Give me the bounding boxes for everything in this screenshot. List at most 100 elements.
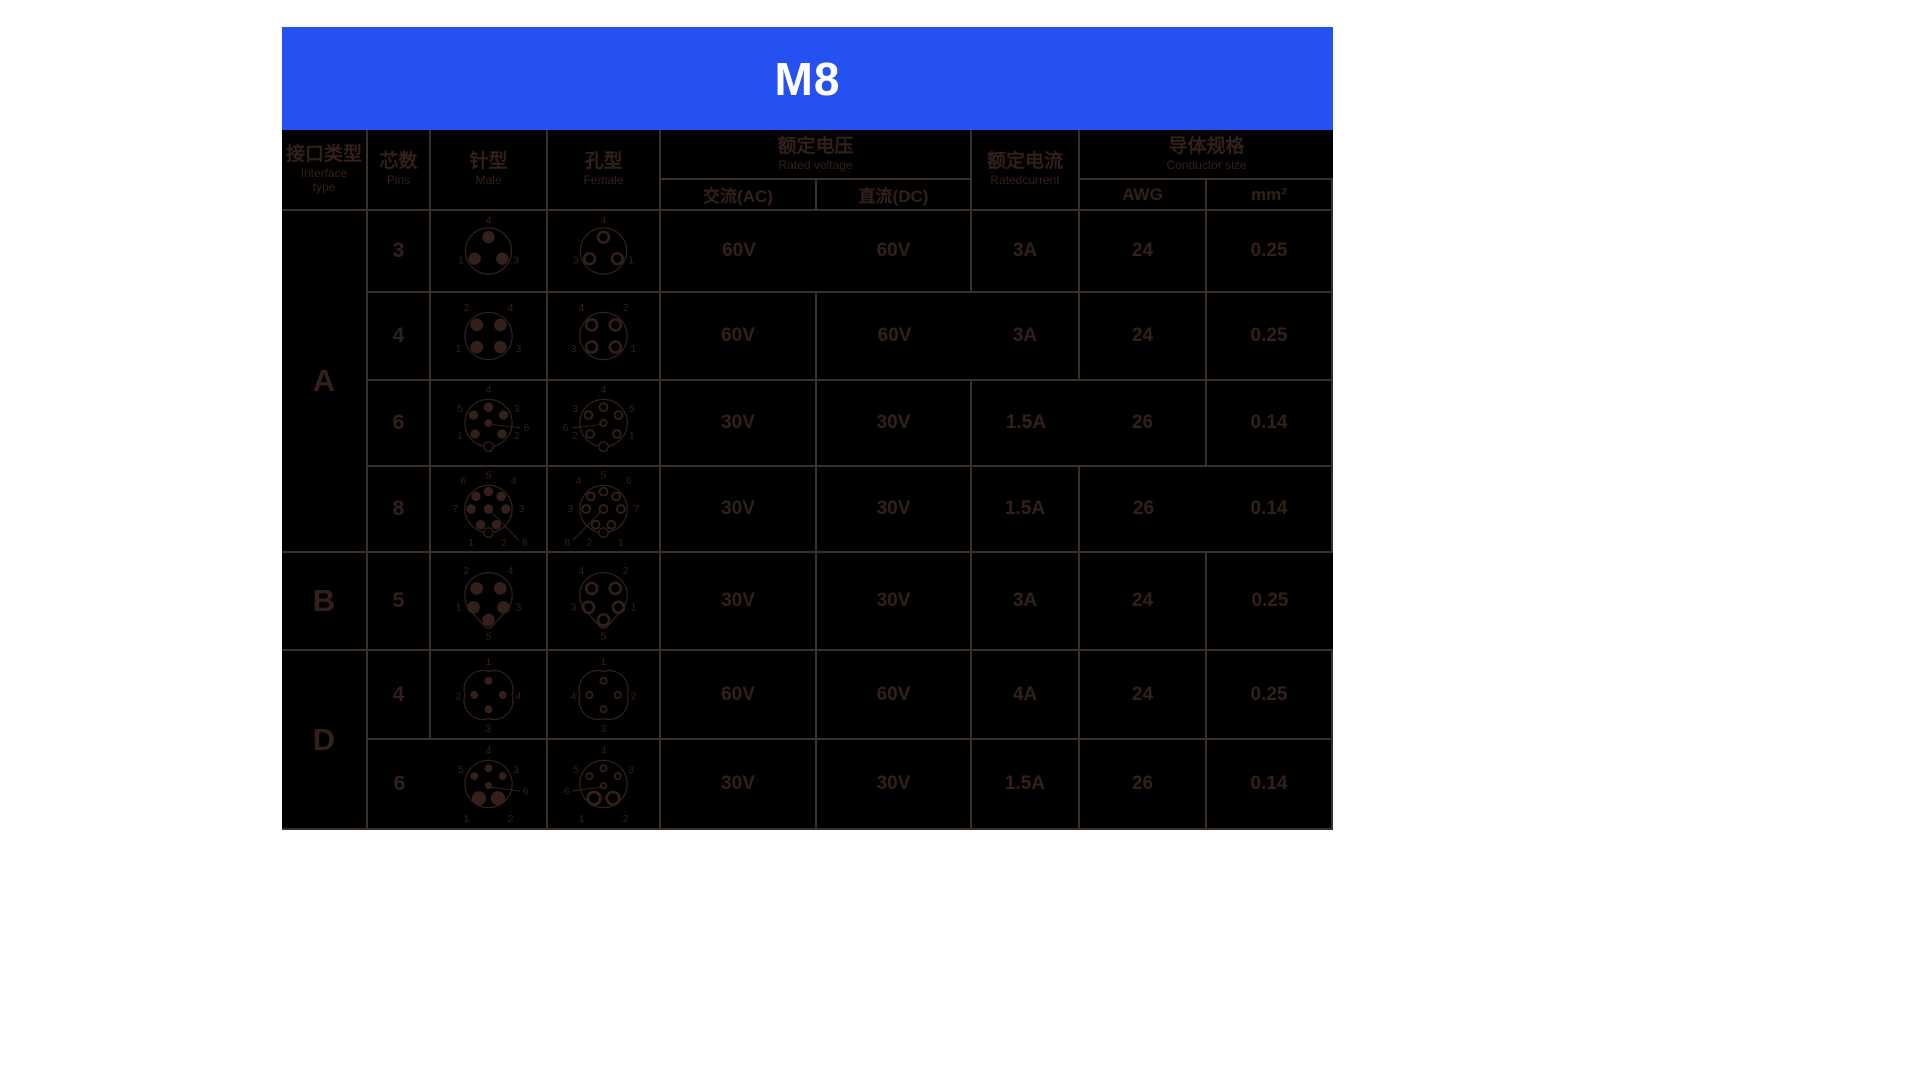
svg-text:1: 1	[458, 255, 464, 266]
svg-text:5: 5	[629, 404, 635, 415]
page-title: M8	[774, 52, 841, 105]
svg-text:6: 6	[563, 423, 569, 434]
header-interface-type-en2: type	[312, 180, 336, 195]
ac-voltage-value: 60V	[661, 651, 817, 740]
rated-current-value: 3A	[972, 293, 1080, 381]
svg-text:2: 2	[623, 566, 629, 577]
svg-text:3: 3	[571, 602, 577, 613]
svg-text:4: 4	[516, 691, 522, 702]
svg-text:4: 4	[486, 215, 492, 226]
svg-text:4: 4	[601, 215, 607, 226]
female-pin-diagram: 1 4 2 3	[548, 651, 661, 740]
header-rated-voltage-en: Rated voltage	[778, 157, 853, 172]
svg-text:1: 1	[486, 657, 492, 668]
header-dc: 直流(DC)	[817, 180, 972, 211]
male-pin-diagram: 2 4 1 3 5	[431, 553, 548, 651]
svg-text:4: 4	[511, 476, 517, 487]
svg-text:1: 1	[456, 602, 462, 613]
male-pin-diagram: 2 4 1 3	[431, 293, 548, 381]
svg-text:5: 5	[458, 765, 464, 776]
ac-voltage-value: 30V	[661, 381, 817, 467]
svg-text:3: 3	[514, 404, 520, 415]
header-male-en: Male	[475, 173, 502, 188]
male-pin-diagram: 1 2 4 3	[431, 651, 548, 740]
dc-voltage-value: 60V	[817, 293, 972, 381]
svg-text:3: 3	[628, 765, 634, 776]
svg-text:2: 2	[464, 566, 470, 577]
header-male-zh: 针型	[469, 151, 508, 173]
header-awg: AWG	[1080, 180, 1207, 211]
svg-text:2: 2	[586, 538, 592, 549]
mm2-value: 0.14	[1207, 740, 1333, 830]
male-pin-diagram: 5 6 4 7 3 1 2 8	[431, 467, 548, 553]
header-pins-zh: 芯数	[379, 151, 418, 173]
svg-text:1: 1	[628, 255, 634, 266]
svg-text:2: 2	[514, 431, 520, 442]
ac-voltage-value: 30V	[661, 467, 817, 553]
mm2-value: 0.25	[1207, 293, 1333, 381]
header-female-zh: 孔型	[584, 151, 623, 173]
header-ac: 交流(AC)	[661, 180, 817, 211]
svg-text:7: 7	[634, 504, 640, 515]
header-rated-current-zh: 额定电流	[986, 151, 1063, 173]
rated-current-value: 1.5A	[972, 381, 1080, 467]
svg-text:1: 1	[631, 344, 637, 355]
awg-value: 26	[1080, 467, 1207, 553]
mm2-value: 0.25	[1207, 553, 1333, 651]
pin-count: 3	[368, 211, 431, 293]
svg-text:1: 1	[468, 538, 474, 549]
header-rated-current: 额定电流 Ratedcurrent	[972, 130, 1080, 211]
pin-count: 8	[368, 467, 431, 553]
rated-current-value: 1.5A	[972, 467, 1080, 553]
svg-text:4: 4	[579, 566, 585, 577]
mm2-value: 0.14	[1207, 381, 1333, 467]
dc-voltage-value: 60V	[817, 651, 972, 740]
svg-text:5: 5	[573, 765, 579, 776]
svg-text:3: 3	[519, 504, 525, 515]
mm2-value: 0.25	[1207, 211, 1333, 293]
header-female: 孔型 Female	[548, 130, 661, 211]
interface-type-a: A	[282, 211, 368, 553]
svg-text:2: 2	[623, 303, 629, 314]
header-female-en: Female	[583, 173, 624, 188]
svg-text:6: 6	[626, 476, 632, 487]
svg-text:2: 2	[631, 691, 637, 702]
mm2-value: 0.25	[1207, 651, 1333, 740]
female-pin-diagram: 4 3 5 2 1 6	[548, 381, 661, 467]
svg-text:3: 3	[573, 255, 579, 266]
svg-text:7: 7	[453, 504, 459, 515]
svg-text:4: 4	[508, 303, 514, 314]
svg-text:8: 8	[564, 538, 570, 549]
dc-voltage-value: 30V	[817, 381, 972, 467]
svg-text:3: 3	[513, 765, 519, 776]
svg-text:3: 3	[568, 504, 574, 515]
svg-text:5: 5	[457, 404, 463, 415]
mm2-value: 0.14	[1207, 467, 1333, 553]
svg-text:6: 6	[460, 476, 466, 487]
interface-type-d: D	[282, 651, 368, 830]
header-rated-voltage: 额定电压 Rated voltage	[661, 130, 972, 180]
header-conductor-size-en: Conductor size	[1166, 157, 1247, 172]
dc-voltage-value: 30V	[817, 467, 972, 553]
awg-value: 24	[1080, 651, 1207, 740]
pin-count: 6	[368, 740, 431, 830]
svg-text:4: 4	[508, 566, 514, 577]
svg-text:1: 1	[601, 657, 607, 668]
header-mm2: mm²	[1207, 180, 1333, 211]
svg-text:6: 6	[523, 786, 529, 797]
svg-text:3: 3	[513, 255, 519, 266]
header-interface-type-zh: 接口类型	[285, 144, 362, 166]
female-pin-diagram: 4 2 3 1 5	[548, 553, 661, 651]
svg-text:2: 2	[572, 431, 578, 442]
interface-type-b: B	[282, 553, 368, 651]
header-rated-current-en: Ratedcurrent	[990, 173, 1060, 188]
svg-text:2: 2	[508, 814, 514, 825]
svg-text:4: 4	[486, 746, 492, 757]
dc-voltage-value: 60V	[817, 211, 972, 293]
svg-text:5: 5	[486, 470, 492, 481]
svg-text:1: 1	[579, 814, 585, 825]
svg-text:1: 1	[631, 602, 637, 613]
header-pins: 芯数 Pins	[368, 130, 431, 211]
svg-text:4: 4	[571, 691, 577, 702]
